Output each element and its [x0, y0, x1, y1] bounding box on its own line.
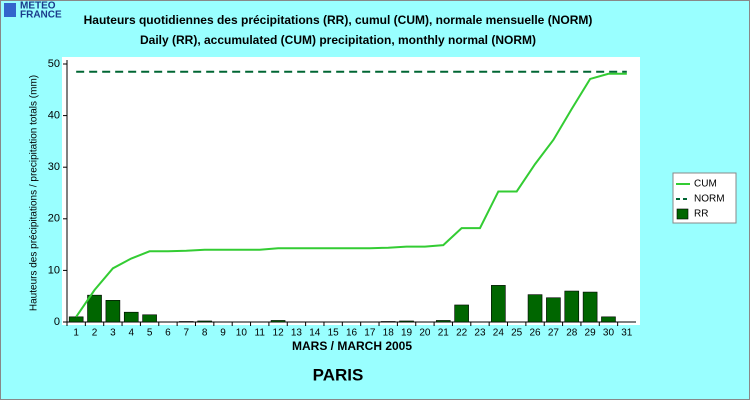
x-tick-label: 2	[92, 328, 98, 339]
bar	[123, 311, 139, 323]
plot-area	[62, 57, 640, 325]
x-tick-label: 17	[364, 328, 376, 339]
legend-label: CUM	[694, 179, 717, 190]
bar	[179, 321, 194, 323]
station-label: PARIS	[313, 365, 364, 384]
chart-title: Hauteurs quotidiennes des précipitations…	[84, 13, 593, 27]
x-tick-label: 4	[128, 328, 134, 339]
bar	[546, 297, 561, 323]
x-tick-label: 21	[438, 328, 450, 339]
bar	[380, 321, 396, 323]
x-tick-label: 22	[456, 328, 468, 339]
bar	[527, 294, 543, 323]
x-tick-label: 6	[165, 328, 171, 339]
x-tick-label: 11	[255, 328, 266, 339]
x-tick-label: 23	[474, 328, 486, 339]
x-tick-label: 5	[147, 328, 153, 339]
logo-text: METEO	[20, 1, 56, 12]
bar	[142, 314, 157, 323]
y-tick-label: 20	[48, 213, 60, 225]
legend-swatch	[676, 208, 689, 220]
y-tick-label: 10	[48, 264, 60, 276]
x-tick-label: 30	[603, 328, 615, 339]
x-tick-label: 9	[220, 328, 226, 339]
y-tick-label: 0	[54, 316, 60, 328]
x-tick-label: 1	[73, 328, 79, 339]
x-tick-label: 16	[346, 328, 358, 339]
y-tick-label: 30	[48, 161, 60, 173]
x-tick-label: 26	[529, 328, 541, 339]
legend-label: RR	[694, 209, 708, 220]
cum-line	[75, 72, 627, 318]
x-tick-label: 18	[383, 328, 395, 339]
logo-icon	[4, 3, 16, 17]
x-tick-label: 12	[273, 328, 285, 339]
x-axis-label: MARS / MARCH 2005	[292, 339, 412, 353]
bar	[564, 290, 580, 323]
bar	[87, 294, 102, 323]
x-tick-label: 10	[236, 328, 248, 339]
x-tick-label: 28	[566, 328, 578, 339]
bar	[601, 316, 616, 323]
x-tick-label: 14	[309, 328, 321, 339]
x-tick-label: 19	[401, 328, 413, 339]
bar	[491, 285, 506, 323]
x-tick-label: 20	[419, 328, 431, 339]
x-tick-label: 27	[548, 328, 560, 339]
x-tick-label: 8	[202, 328, 208, 339]
x-tick-label: 3	[110, 328, 116, 339]
bar	[68, 316, 84, 323]
y-axis-label: Hauteurs des précipitations / precipitat…	[29, 75, 40, 311]
x-tick-label: 24	[493, 328, 505, 339]
bar	[454, 304, 469, 323]
x-tick-label: 7	[184, 328, 190, 339]
bar	[435, 320, 451, 323]
x-tick-label: 13	[291, 328, 303, 339]
x-tick-label: 25	[511, 328, 523, 339]
bar	[197, 320, 212, 323]
chart-subtitle: Daily (RR), accumulated (CUM) precipitat…	[140, 33, 536, 47]
y-tick-label: 40	[48, 110, 60, 122]
y-tick-label: 50	[48, 58, 60, 70]
bar	[399, 320, 414, 323]
x-tick-label: 29	[585, 328, 597, 339]
x-tick-label: 15	[328, 328, 340, 339]
bar	[270, 320, 286, 323]
x-tick-label: 31	[621, 328, 633, 339]
bar	[105, 300, 121, 323]
legend-label: NORM	[694, 194, 725, 205]
bar	[582, 291, 598, 323]
logo-text: FRANCE	[20, 10, 62, 21]
